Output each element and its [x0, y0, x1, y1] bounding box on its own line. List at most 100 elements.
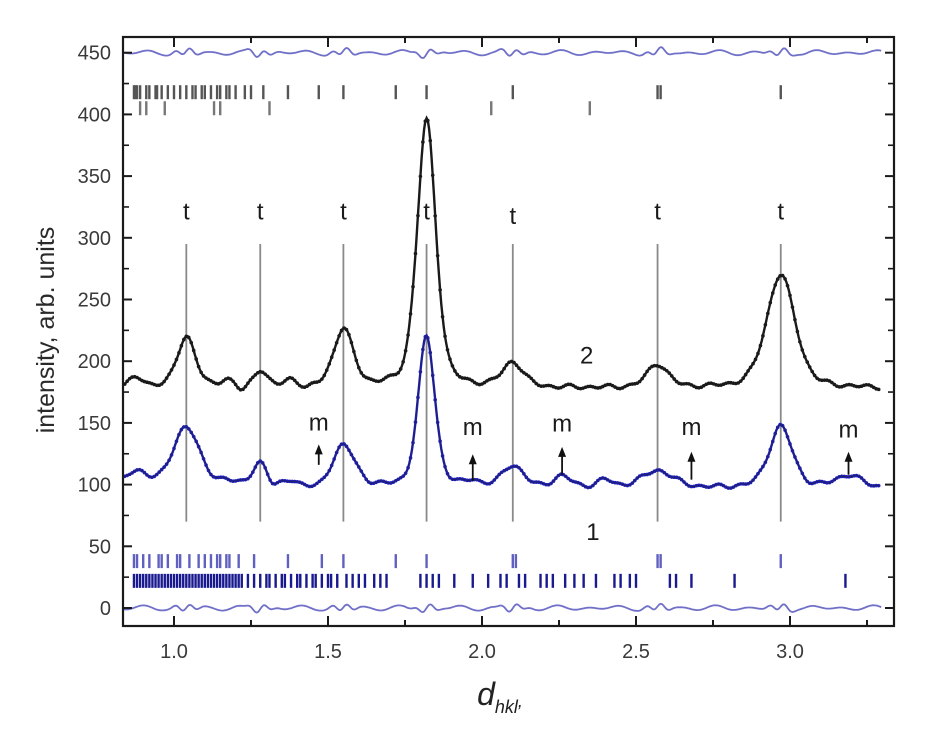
data-point — [763, 322, 768, 327]
data-point — [443, 334, 447, 339]
annotation-2: 2 — [580, 343, 593, 370]
data-point — [775, 277, 780, 281]
data-point — [283, 379, 287, 383]
data-point — [761, 334, 765, 338]
data-point — [265, 374, 270, 379]
data-point — [876, 387, 881, 392]
data-point — [785, 283, 790, 288]
series-line-2 — [123, 115, 879, 392]
data-point — [354, 358, 359, 363]
data-point — [453, 369, 457, 373]
data-point — [228, 377, 233, 381]
x-axis-label-main: d — [477, 676, 496, 712]
data-point — [167, 372, 171, 376]
arrowhead-icon — [314, 444, 323, 455]
y-tick-label: 50 — [89, 536, 111, 558]
data-point — [435, 253, 440, 258]
data-point — [396, 371, 401, 375]
data-point — [233, 382, 238, 387]
data-point — [743, 372, 748, 377]
x-tick-label: 3.0 — [776, 641, 804, 663]
data-point — [645, 369, 649, 374]
data-point — [497, 373, 502, 378]
y-tick-label: 0 — [100, 598, 111, 620]
data-point — [337, 334, 341, 338]
data-point — [795, 329, 800, 334]
annotation-m: m — [552, 411, 572, 438]
fit-line-1 — [124, 334, 879, 489]
data-point — [448, 357, 452, 361]
data-point — [830, 380, 834, 385]
reflection-marker-row-top-1 — [132, 85, 782, 100]
data-point — [177, 351, 181, 355]
data-point — [219, 381, 223, 385]
data-point — [748, 365, 753, 370]
data-point — [408, 312, 413, 316]
data-point — [169, 368, 174, 372]
data-point — [179, 343, 184, 348]
y-axis-label: intensity, arb. units — [32, 227, 60, 434]
series-2 — [122, 115, 881, 392]
data-point — [421, 140, 425, 144]
annotation-t: t — [777, 198, 784, 225]
data-point — [758, 343, 763, 348]
data-point — [320, 377, 324, 381]
data-point — [672, 377, 676, 381]
data-point — [236, 386, 240, 390]
reflection-marker-row-bottom-1 — [132, 554, 782, 569]
data-point — [430, 173, 435, 178]
data-point — [531, 379, 536, 383]
data-point — [324, 368, 329, 372]
data-point — [736, 381, 741, 385]
data-point — [196, 364, 201, 369]
annotation-1: 1 — [586, 519, 599, 546]
data-point — [800, 348, 805, 352]
y-tick-label: 250 — [78, 290, 111, 312]
data-point — [241, 387, 245, 392]
data-point — [514, 363, 519, 367]
data-point — [876, 483, 881, 488]
y-tick-label: 300 — [78, 228, 111, 250]
x-axis-label-suffix: , — [518, 691, 523, 711]
data-point — [406, 333, 410, 337]
data-point — [268, 376, 272, 381]
data-point — [246, 381, 250, 385]
data-point — [292, 378, 297, 383]
data-point — [667, 371, 672, 375]
y-tick-label: 100 — [78, 475, 111, 497]
data-point — [438, 288, 442, 292]
data-point — [401, 360, 405, 364]
x-tick-label: 2.5 — [622, 641, 650, 663]
arrowhead-icon — [468, 454, 477, 465]
data-point — [381, 377, 386, 382]
data-point — [295, 381, 300, 385]
y-tick-label: 450 — [78, 43, 111, 65]
data-point — [174, 357, 179, 362]
data-point — [329, 355, 334, 360]
annotation-t: t — [509, 203, 516, 230]
data-point — [768, 300, 773, 305]
annotation-m: m — [463, 414, 483, 441]
data-point — [164, 376, 169, 380]
data-point — [411, 284, 415, 289]
data-point — [357, 365, 361, 370]
x-tick-label: 1.0 — [160, 641, 188, 663]
data-point — [527, 374, 531, 378]
data-point — [347, 332, 351, 337]
annotation-t: t — [654, 198, 661, 225]
data-point — [416, 213, 420, 218]
annotation-t: t — [340, 198, 347, 225]
data-point — [773, 283, 778, 287]
data-point — [637, 379, 642, 384]
data-point — [529, 376, 534, 381]
data-point — [647, 366, 652, 371]
data-point — [270, 378, 275, 383]
data-point — [445, 347, 450, 352]
data-point — [805, 360, 810, 364]
plot-area: t t t t t t t 2 1 m m m m m — [122, 46, 882, 614]
data-point — [403, 348, 408, 353]
data-point — [502, 366, 506, 371]
arrowhead-icon — [687, 451, 696, 462]
y-tick-label: 350 — [78, 166, 111, 188]
